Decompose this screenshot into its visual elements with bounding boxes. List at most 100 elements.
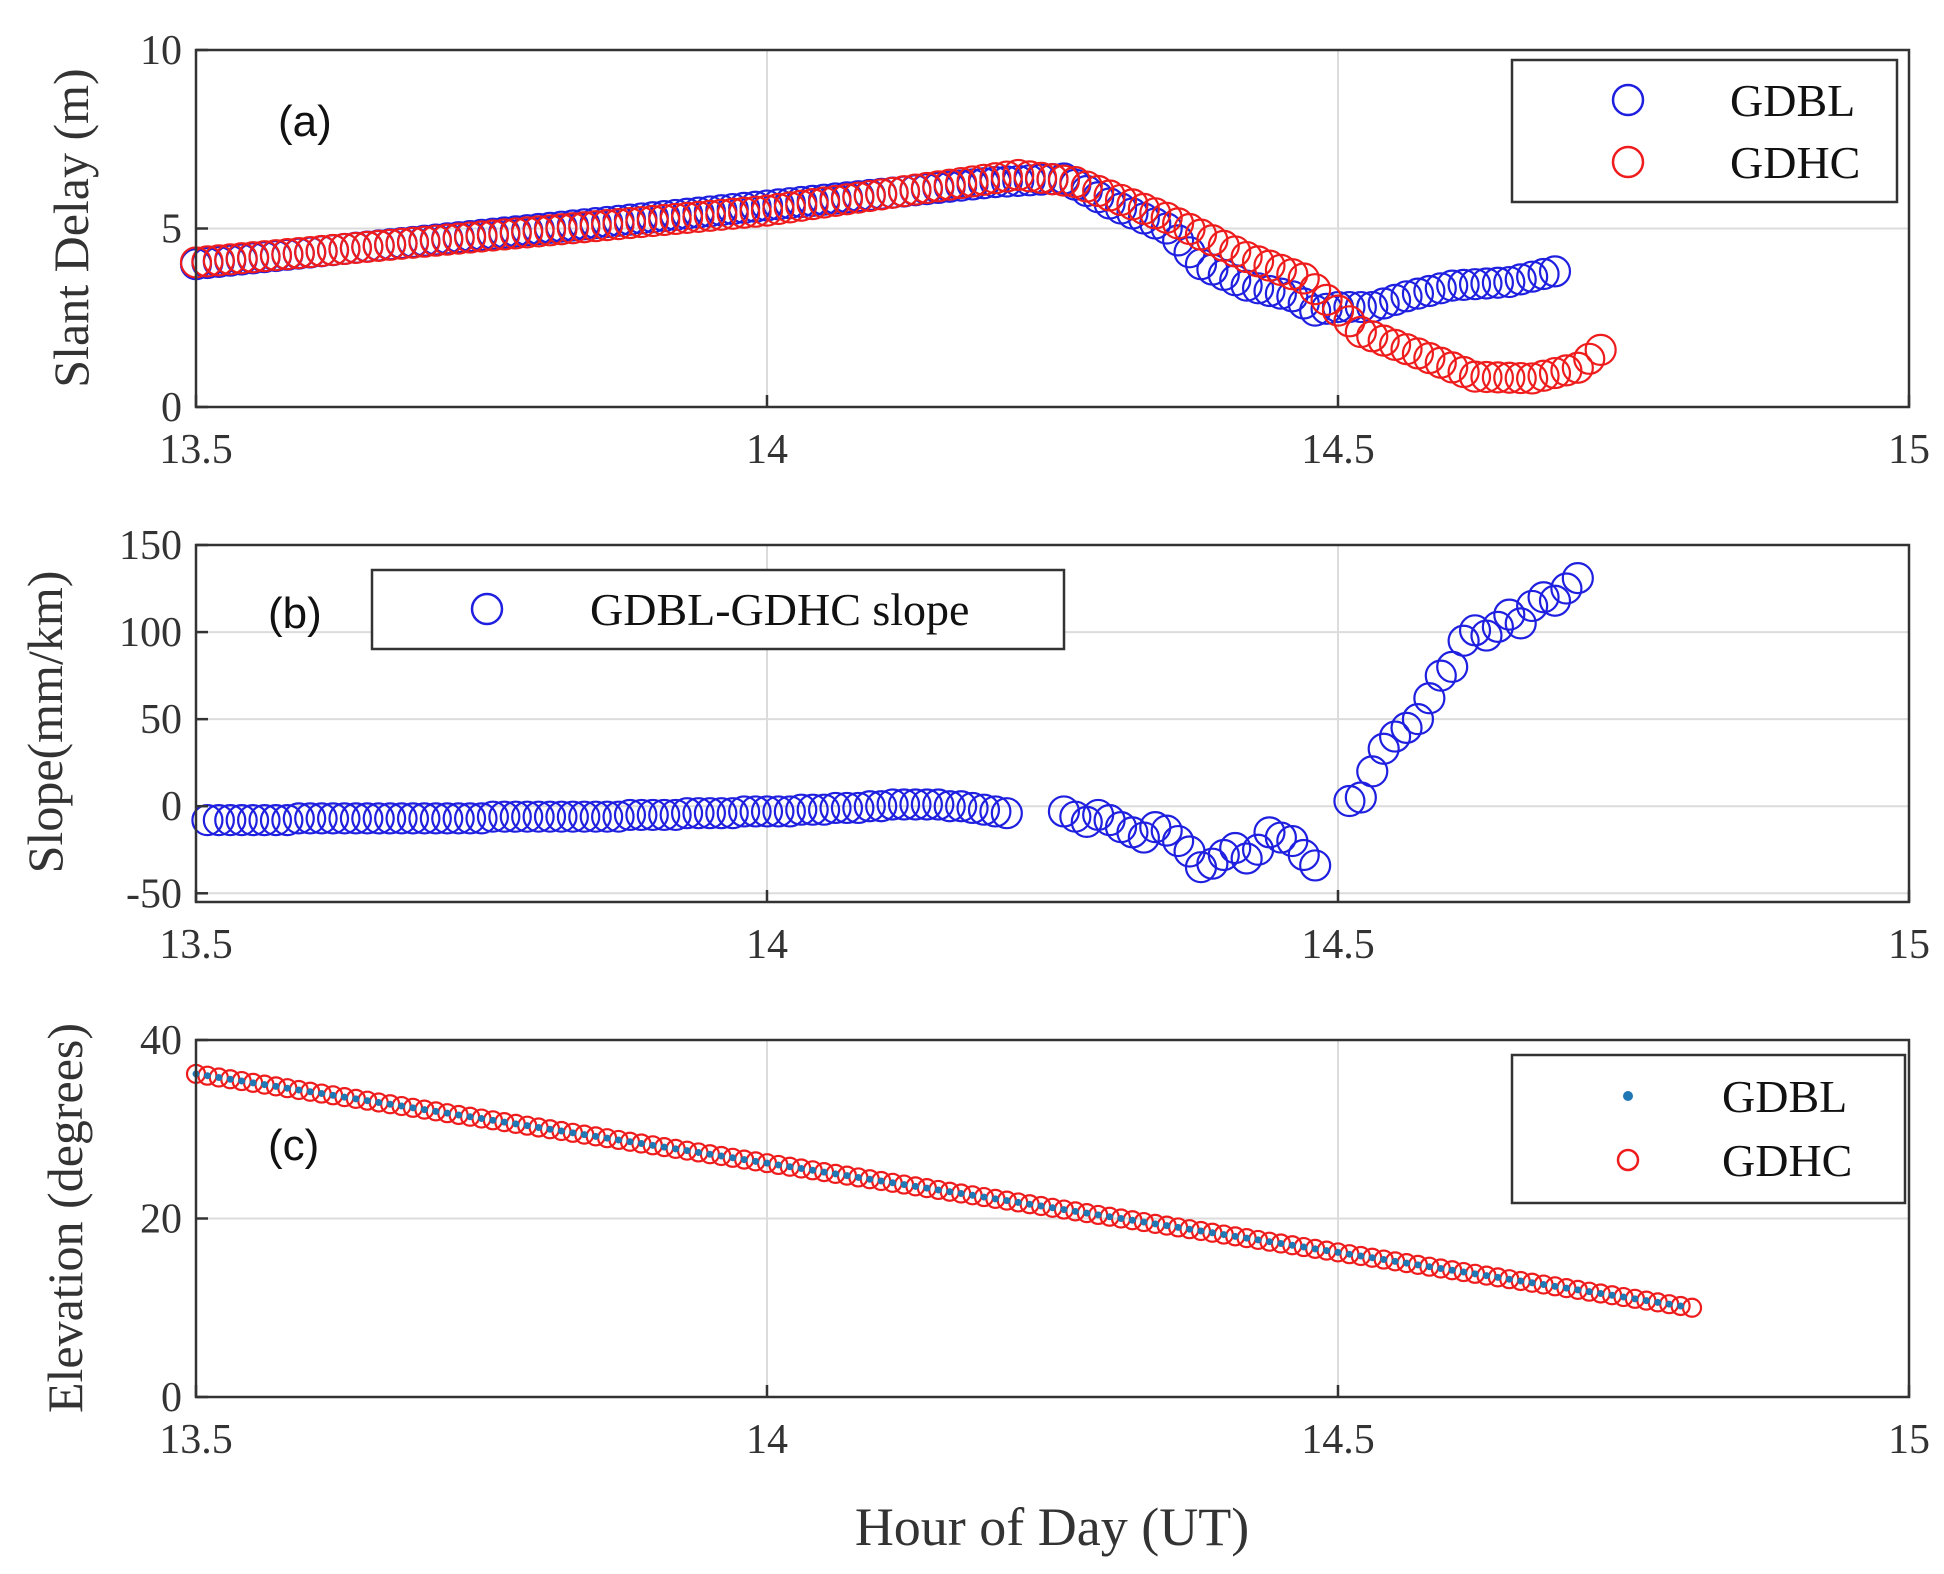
data-point [1665,1300,1673,1308]
data-point [1276,280,1309,313]
data-point [602,800,635,833]
panel-b-label: (b) [268,589,322,638]
data-point [329,1091,337,1099]
panel-a-series-gdhc [179,158,1617,395]
data-point [1367,287,1400,320]
data-point [763,1159,771,1167]
data-point [979,162,1012,195]
data-point [602,208,635,241]
data-point [865,178,898,211]
data-point [499,800,532,833]
data-point [351,802,384,835]
data-point [1538,584,1572,617]
data-point [853,790,886,823]
data-point [1585,1288,1593,1296]
data-point [877,1177,885,1185]
data-point [854,1173,862,1181]
data-point [1493,361,1526,394]
data-point [237,241,270,274]
data-point [1378,283,1412,316]
data-point [557,1127,565,1135]
data-point [420,1106,428,1114]
data-point [478,1115,485,1123]
data-point [316,233,350,267]
panel-a-legend-gdbl-marker [1611,83,1645,117]
data-point [214,804,247,837]
data-point [351,230,384,263]
data-point [1390,711,1423,744]
data-point [670,201,704,234]
panel-c-xtick-label-1: 14 [746,1417,788,1463]
data-point [1151,1220,1159,1228]
panel-b: 13.5 14 14.5 15 -50 0 50 100 150 Slope(mm/km) (b… [17,523,1930,968]
data-point [830,791,864,825]
data-point [191,245,224,278]
data-point [1482,1272,1490,1280]
panel-c-ticks: 13.5 14 14.5 15 0 20 40 [140,1018,1930,1463]
panel-a-ytick-label-2: 10 [140,28,182,74]
panel-a-label: (a) [278,97,332,146]
data-point [615,1136,623,1144]
data-point [591,800,624,833]
data-point [249,1079,257,1087]
data-point [1197,1227,1205,1235]
panel-b-xtick-label-0: 13.5 [159,922,233,968]
data-point [1368,1254,1376,1262]
data-point [1356,755,1389,788]
data-point [1460,1268,1468,1276]
data-point [1321,294,1355,327]
data-point [990,160,1023,193]
data-point [626,1138,634,1146]
data-point [1458,268,1492,301]
data-point [409,1104,417,1112]
data-point [659,798,692,832]
panel-b-marks [191,561,1594,884]
data-point [1220,1231,1228,1239]
data-point [603,1134,611,1142]
data-point [739,195,772,228]
panel-c-xtick-label-3: 15 [1888,1417,1930,1463]
data-point [580,1131,588,1139]
panel-b-legend: GDBL-GDHC slope [370,568,1066,651]
data-point [294,235,327,269]
data-point [1424,272,1457,305]
panel-a-legend: GDBL GDHC [1510,58,1899,204]
data-point [1367,732,1400,765]
panel-a-xtick-label-0: 13.5 [159,427,233,473]
data-point [1196,847,1229,880]
data-point [1024,161,1058,194]
data-point [1231,1232,1239,1240]
panel-a-xtick-label-3: 15 [1888,427,1930,473]
panel-c-legend-gdbl-label: GDBL [1722,1071,1847,1122]
data-point [272,1082,280,1090]
data-point [443,1109,451,1117]
data-point [591,209,624,242]
data-point [1561,561,1594,595]
data-point [1504,263,1537,296]
data-point [238,1077,246,1085]
data-point [1574,1286,1582,1294]
data-point [705,198,738,231]
data-point [842,181,875,214]
panel-a-legend-gdhc-marker [1611,145,1645,179]
data-point [1174,1223,1182,1231]
data-point [1357,1252,1365,1260]
data-point [431,223,464,256]
data-point [316,802,350,835]
data-point [465,802,498,835]
data-point [385,802,418,835]
data-point [670,797,704,830]
data-point [1505,1275,1513,1283]
data-point [398,1102,406,1110]
data-point [362,229,395,262]
data-point [773,795,806,828]
data-point [1414,1261,1422,1269]
data-point [762,192,795,226]
data-point [306,1088,314,1096]
data-point [225,804,258,837]
data-point [1002,158,1035,192]
data-point [774,1161,782,1169]
data-point [729,1154,737,1162]
data-point [672,1145,680,1153]
